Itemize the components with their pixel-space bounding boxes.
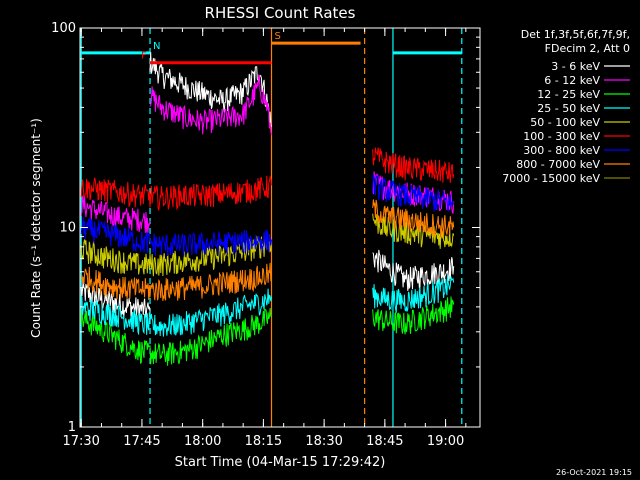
series-line-6-1 — [372, 174, 455, 212]
legend-label-2: 12 - 25 keV — [537, 88, 600, 101]
y-tick-label-1: 10 — [59, 221, 76, 236]
series-line-3-1 — [372, 274, 455, 313]
series-line-4-0 — [80, 236, 272, 277]
series-line-4-1 — [372, 213, 455, 249]
series-line-0-2 — [372, 249, 455, 291]
legend-label-7: 800 - 7000 keV — [516, 158, 600, 171]
x-tick-label-4: 18:30 — [305, 434, 342, 449]
series-line-2-0 — [80, 308, 272, 366]
y-axis: 1 10 100 — [51, 21, 480, 435]
annotation-label-n: N — [153, 41, 160, 52]
annotation-label-f: F — [141, 51, 147, 62]
series-line-6-0 — [80, 217, 272, 257]
legend-header-line-1: FDecim 2, Att 0 — [545, 42, 630, 55]
series-line-3-0 — [80, 288, 272, 337]
legend-label-4: 50 - 100 keV — [530, 116, 600, 129]
x-tick-label-1: 17:45 — [123, 434, 160, 449]
legend-label-8: 7000 - 15000 keV — [502, 172, 600, 185]
series-line-1-2 — [372, 171, 455, 214]
chart-title: RHESSI Count Rates — [205, 4, 356, 22]
legend-label-5: 100 - 300 keV — [523, 130, 600, 143]
legend-label-3: 25 - 50 keV — [537, 102, 600, 115]
legend-header-line-0: Det 1f,3f,5f,6f,7f,9f, — [521, 28, 630, 41]
annotation-label-s: S — [274, 31, 280, 42]
series-line-0-1 — [149, 52, 272, 127]
y-axis-label: Count Rate (s⁻¹ detector segment⁻¹) — [29, 118, 43, 338]
x-axis: 17:30 17:45 18:00 18:15 18:30 18:45 19:00 — [62, 28, 467, 449]
x-tick-label-5: 18:45 — [366, 434, 403, 449]
x-tick-label-2: 18:00 — [184, 434, 221, 449]
legend-label-0: 3 - 6 keV — [551, 60, 600, 73]
series-line-2-1 — [372, 296, 455, 335]
series-line-7-0 — [80, 262, 272, 301]
legend-label-6: 300 - 800 keV — [523, 144, 600, 157]
x-tick-label-0: 17:30 — [62, 434, 99, 449]
plot-area: NF S — [80, 28, 463, 427]
footer-timestamp: 26-Oct-2021 19:15 — [556, 468, 632, 477]
y-tick-label-0: 1 — [68, 420, 76, 435]
x-tick-label-3: 18:15 — [245, 434, 282, 449]
legend-label-1: 6 - 12 keV — [544, 74, 600, 87]
legend: Det 1f,3f,5f,6f,7f,9f,FDecim 2, Att 0 3 -… — [502, 28, 630, 185]
x-axis-label: Start Time (04-Mar-15 17:29:42) — [175, 455, 386, 470]
series-line-1-1 — [149, 74, 272, 136]
x-tick-label-6: 19:00 — [427, 434, 464, 449]
y-tick-label-2: 100 — [51, 21, 76, 36]
series-line-5-0 — [80, 175, 272, 212]
series-line-7-1 — [372, 199, 455, 238]
series-line-5-1 — [372, 147, 455, 183]
